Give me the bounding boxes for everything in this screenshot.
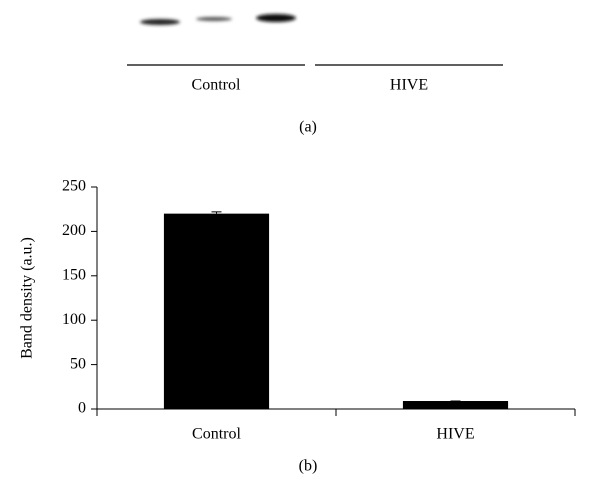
y-axis-label: Band density (a.u.) xyxy=(19,237,36,359)
panel-caption: (a) xyxy=(299,119,317,136)
panel-caption: (b) xyxy=(299,458,318,475)
y-tick-label: 200 xyxy=(62,222,86,239)
blot-image xyxy=(140,14,296,25)
plot: 0 50 100 150 200 250 Control HIVE xyxy=(62,178,575,443)
bar xyxy=(164,214,269,409)
y-tick-label: 0 xyxy=(78,400,86,417)
y-tick-label: 100 xyxy=(62,311,86,328)
y-tick-label: 50 xyxy=(70,355,86,372)
y-tick-label: 250 xyxy=(62,178,86,195)
bar xyxy=(403,401,508,409)
lane-label: HIVE xyxy=(390,77,428,94)
y-tick-label: 150 xyxy=(62,266,86,283)
lane-label: Control xyxy=(192,77,241,94)
figure: Control HIVE (a) (b) Band density (a.u.)… xyxy=(0,0,616,485)
x-tick-label: HIVE xyxy=(436,426,474,443)
x-tick-label: Control xyxy=(192,426,241,443)
